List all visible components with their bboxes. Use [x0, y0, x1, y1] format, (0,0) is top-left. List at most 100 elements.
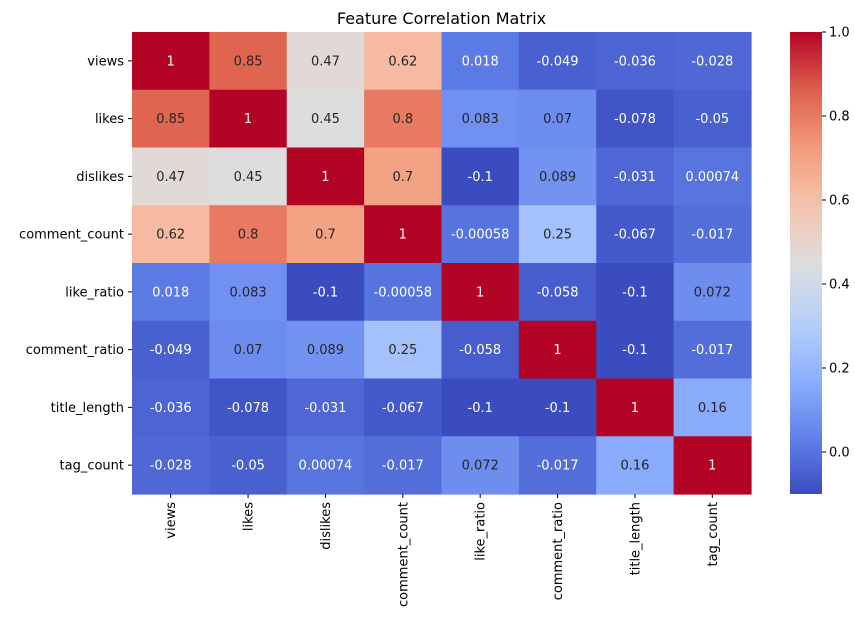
cell-value-label: -0.1	[545, 401, 570, 416]
heatmap-cell	[132, 263, 210, 322]
heatmap-cell	[364, 32, 443, 91]
colorbar-tick-label: 1.0	[829, 26, 850, 41]
heatmap-cell	[673, 320, 752, 380]
heatmap-cell	[132, 32, 210, 91]
col-label: like_ratio	[474, 502, 489, 561]
col-label: title_length	[628, 502, 643, 575]
row-label: comment_count	[19, 228, 124, 243]
heatmap-cell	[132, 147, 210, 206]
heatmap-cell	[209, 205, 288, 264]
row-label: views	[87, 54, 124, 69]
cell-value-label: 0.47	[156, 170, 185, 185]
heatmap-cell	[441, 320, 520, 380]
heatmap-cell	[673, 89, 752, 149]
heatmap-cell	[286, 205, 365, 264]
heatmap-cell	[286, 320, 365, 380]
cell-value-label: 0.7	[392, 170, 413, 185]
heatmap-cell	[673, 436, 752, 495]
col-labels: views likes dislikes comment_count like_rati…	[164, 494, 721, 607]
heatmap-cell	[286, 263, 365, 322]
heatmap-cell	[364, 205, 443, 264]
cell-value-label: 0.25	[388, 343, 417, 358]
heatmap-cell	[364, 436, 443, 495]
cell-value-label: 0.47	[311, 54, 340, 69]
cell-value-label: -0.00058	[451, 228, 509, 243]
row-label: dislikes	[76, 170, 124, 185]
col-label: comment_count	[396, 502, 411, 607]
cell-value-label: 1	[399, 228, 407, 243]
cell-value-label: -0.078	[227, 401, 269, 416]
heatmap-cell	[209, 378, 288, 437]
heatmap-cell	[209, 32, 288, 91]
cell-value-label: -0.05	[231, 459, 265, 474]
cell-value-label: 0.072	[462, 459, 499, 474]
cell-value-label: -0.017	[537, 459, 579, 474]
cell-value-label: -0.1	[468, 170, 493, 185]
heatmap-cells: 1 0.85 0.47 0.62 0.018 -0.049 -0.036 -0.028 0.85…	[132, 32, 752, 495]
cell-value-label: 1	[708, 459, 716, 474]
heatmap-cell	[364, 89, 443, 149]
chart-title: Feature Correlation Matrix	[337, 9, 546, 28]
heatmap-cell	[596, 320, 675, 380]
heatmap-cell	[673, 205, 752, 264]
cell-value-label: 0.07	[543, 112, 572, 127]
row-label: title_length	[51, 401, 124, 416]
heatmap-cell	[286, 378, 365, 437]
heatmap-cell	[441, 32, 520, 91]
cell-value-label: 0.62	[156, 228, 185, 243]
cell-value-label: -0.031	[304, 401, 346, 416]
cell-value-label: 0.8	[238, 228, 259, 243]
cell-value-label: 0.089	[539, 170, 576, 185]
cell-value-label: 0.8	[392, 112, 413, 127]
heatmap-cell	[209, 436, 288, 495]
cell-value-label: 0.16	[698, 401, 727, 416]
cell-value-label: 0.85	[234, 54, 263, 69]
cell-value-label: 1	[167, 54, 175, 69]
heatmap-cell	[132, 378, 210, 437]
cell-value-label: -0.036	[150, 401, 192, 416]
heatmap-cell	[673, 147, 752, 206]
cell-value-label: -0.049	[537, 54, 579, 69]
heatmap-cell	[596, 147, 675, 206]
row-labels: views likes dislikes comment_count like_rati…	[19, 54, 132, 474]
cell-value-label: -0.1	[468, 401, 493, 416]
cell-value-label: 0.16	[620, 459, 649, 474]
heatmap-cell	[441, 263, 520, 322]
cell-value-label: 0.00074	[299, 459, 353, 474]
heatmap-cell	[364, 320, 443, 380]
heatmap-cell	[518, 436, 597, 495]
cell-value-label: 1	[244, 112, 252, 127]
row-label: tag_count	[60, 459, 125, 474]
heatmap-cell	[364, 147, 443, 206]
cell-value-label: 1	[631, 401, 639, 416]
heatmap-cell	[441, 89, 520, 149]
cell-value-label: 0.45	[234, 170, 263, 185]
cell-value-label: -0.049	[150, 343, 192, 358]
heatmap-cell	[286, 32, 365, 91]
cell-value-label: 0.083	[229, 285, 266, 300]
colorbar-tick-label: 0.4	[829, 278, 850, 293]
cell-value-label: -0.017	[691, 228, 733, 243]
cell-value-label: 0.072	[694, 285, 731, 300]
heatmap-cell	[441, 378, 520, 437]
colorbar-tick-label: 0.0	[829, 446, 850, 461]
cell-value-label: 0.25	[543, 228, 572, 243]
heatmap-cell	[209, 320, 288, 380]
cell-value-label: -0.058	[537, 285, 579, 300]
heatmap-cell	[518, 205, 597, 264]
heatmap-cell	[286, 89, 365, 149]
col-label: dislikes	[319, 502, 334, 550]
colorbar: 0.0 0.2 0.4 0.6 0.8 1.0	[790, 26, 850, 494]
cell-value-label: -0.028	[691, 54, 733, 69]
heatmap-cell	[518, 378, 597, 437]
cell-value-label: 0.62	[388, 54, 417, 69]
heatmap-cell	[286, 147, 365, 206]
heatmap-cell	[209, 263, 288, 322]
heatmap-cell	[364, 378, 443, 437]
heatmap-cell	[596, 436, 675, 495]
cell-value-label: 0.00074	[685, 170, 739, 185]
heatmap-cell	[673, 378, 752, 437]
heatmap-cell	[441, 147, 520, 206]
heatmap-cell	[132, 205, 210, 264]
